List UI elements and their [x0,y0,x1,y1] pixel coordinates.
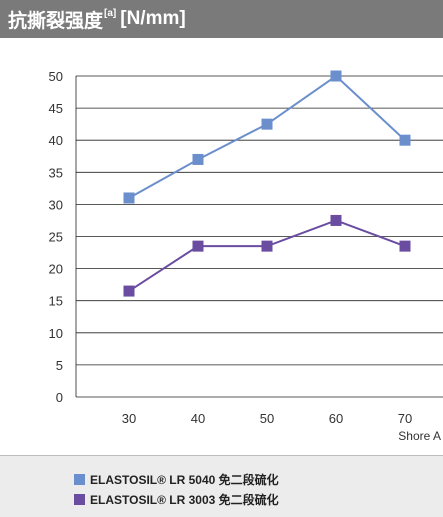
legend-item-lr3003: ELASTOSIL® LR 3003 免二段硫化 [74,491,279,508]
x-tick-label-50: 50 [260,411,274,426]
legend-item-lr5040: ELASTOSIL® LR 5040 免二段硫化 [74,471,279,488]
y-tick-label-20: 20 [49,262,63,277]
series-0-point-40 [192,153,204,165]
x-tick-label-40: 40 [191,411,205,426]
legend-label-lr3003: ELASTOSIL® LR 3003 免二段硫化 [90,493,279,507]
y-tick-label-35: 35 [49,165,63,180]
series-0-point-30 [123,192,135,204]
series-0-point-70 [399,134,411,146]
y-tick-label-50: 50 [49,69,63,84]
x-tick-label-60: 60 [329,411,343,426]
x-axis-label: Shore A [398,429,441,443]
series-1-point-40 [192,240,204,252]
series-0-point-60 [330,70,342,82]
y-tick-label-30: 30 [49,197,63,212]
y-tick-label-25: 25 [49,230,63,245]
series-line-1 [128,219,406,292]
legend-swatch-lr5040 [74,474,85,485]
y-tick-label-5: 5 [56,358,63,373]
chart-unit-label: [N/mm] [120,8,186,29]
y-tick-label-15: 15 [49,294,63,309]
chart-title: 抗撕裂强度 [8,10,104,32]
series-1-point-70 [399,240,411,252]
series-1-point-30 [123,285,135,297]
series-line-0 [128,74,406,199]
legend-label-lr5040: ELASTOSIL® LR 5040 免二段硫化 [90,473,279,487]
x-tick-label-70: 70 [398,411,412,426]
y-tick-label-0: 0 [56,390,63,405]
y-tick-label-45: 45 [49,101,63,116]
series-1-point-50 [261,240,273,252]
series-0-point-50 [261,118,273,130]
x-tick-label-30: 30 [122,411,136,426]
chart-title-footnote: [a] [104,7,117,19]
y-tick-label-40: 40 [49,133,63,148]
legend-swatch-lr3003 [74,494,85,505]
legend: ELASTOSIL® LR 5040 免二段硫化 ELASTOSIL® LR 3… [0,455,443,517]
y-tick-label-10: 10 [49,326,63,341]
series-1-point-60 [330,214,342,226]
chart-title-bar: 抗撕裂强度 [a] [N/mm] [0,0,443,38]
line-chart: 0 5 10 15 20 25 30 35 40 45 50 30 40 50 60 70 Shore A [49,69,443,443]
